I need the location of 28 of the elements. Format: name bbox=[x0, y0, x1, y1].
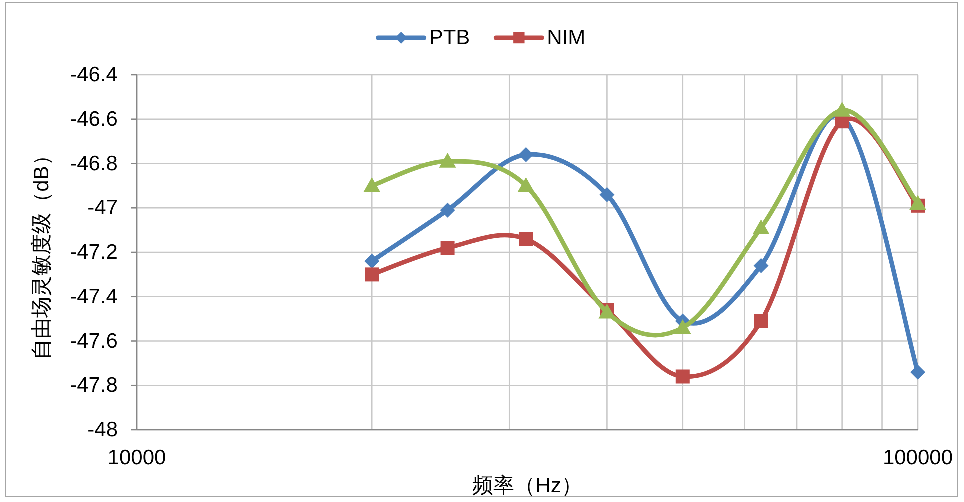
legend-label: NIM bbox=[547, 26, 586, 50]
point bbox=[910, 195, 926, 210]
y-tick-label: -47.8 bbox=[70, 374, 118, 398]
point bbox=[752, 220, 770, 234]
point bbox=[519, 232, 534, 246]
point bbox=[674, 319, 692, 334]
point bbox=[439, 153, 456, 168]
legend-label: PTB bbox=[429, 26, 470, 50]
y-tick-label: -47.4 bbox=[70, 285, 118, 308]
point bbox=[910, 364, 926, 380]
y-tick-label: -48 bbox=[88, 418, 118, 442]
point bbox=[440, 202, 456, 218]
y-axis-title: 自由场灵敏度级（dB） bbox=[30, 145, 54, 360]
x-axis-title: 频率（Hz） bbox=[472, 474, 582, 498]
point bbox=[518, 147, 534, 162]
y-tick-label: -46.6 bbox=[70, 108, 118, 131]
y-tick-label: -47 bbox=[88, 196, 118, 220]
x-tick-label: 10000 bbox=[108, 446, 166, 470]
point bbox=[754, 314, 768, 328]
y-tick-label: -46.4 bbox=[70, 64, 118, 86]
point bbox=[440, 241, 455, 256]
y-tick-label: -46.8 bbox=[70, 152, 118, 176]
point bbox=[518, 177, 535, 192]
point bbox=[676, 370, 690, 384]
x-tick-label: 100000 bbox=[882, 446, 954, 470]
y-tick-label: -47.6 bbox=[70, 330, 118, 353]
y-tick-label: -47.2 bbox=[70, 241, 118, 264]
point bbox=[754, 258, 769, 274]
